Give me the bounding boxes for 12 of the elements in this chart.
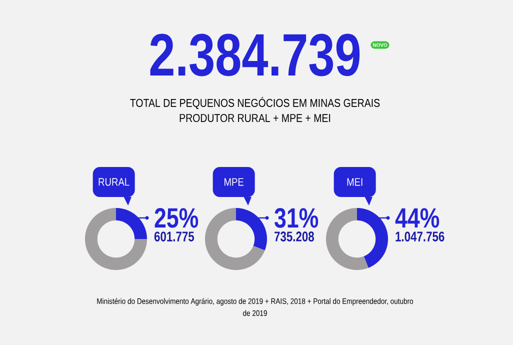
data-label: 44%	[395, 208, 440, 228]
text: 601.775	[154, 232, 194, 242]
text: PRODUTOR RURAL + MPE + MEI	[180, 114, 330, 122]
text: TOTAL DE PEQUENOS NEGÓCIOS EM MINAS GERAIS	[130, 96, 380, 110]
text: 735.208	[274, 232, 314, 242]
chart-title: RURAL	[98, 178, 130, 186]
text: 2.384.739	[150, 34, 360, 76]
chart-title: MEI	[347, 178, 362, 186]
chart-title: MPE	[224, 178, 244, 186]
text: 1.047.756	[396, 232, 444, 242]
data-label: 31%	[274, 208, 318, 228]
data-label: 25%	[154, 208, 198, 228]
